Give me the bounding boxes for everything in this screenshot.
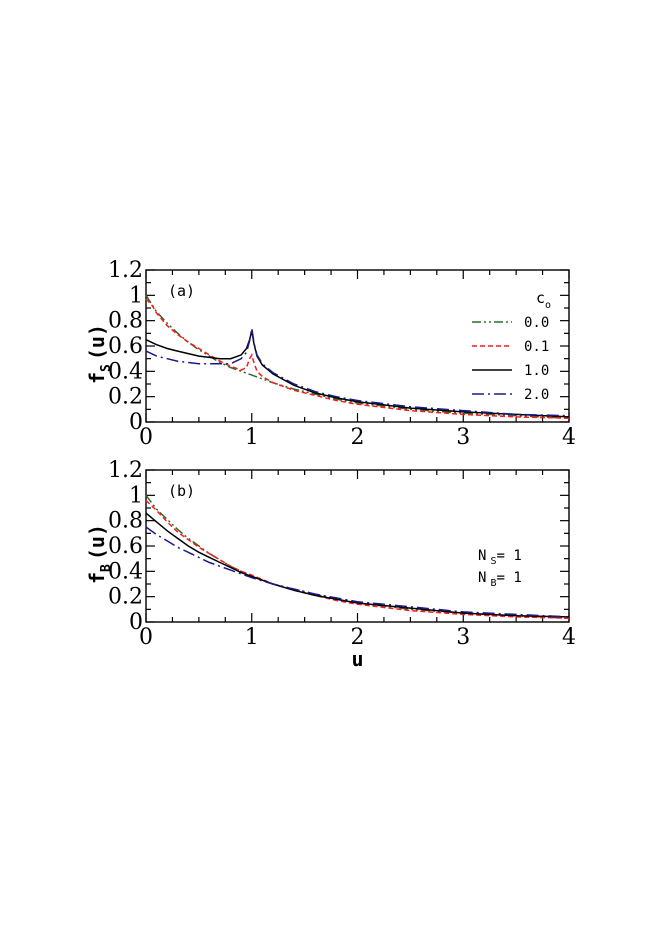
legend-title-main: c — [536, 289, 545, 307]
y-axis-label: fS (u) — [85, 324, 114, 384]
y-tick-label: 1 — [129, 483, 143, 508]
y-tick-label: 0.4 — [108, 359, 143, 384]
y-tick-label: 0.2 — [108, 385, 143, 410]
series-line-2-0 — [145, 328, 570, 417]
x-tick-label: 4 — [562, 625, 576, 650]
annotation-tail: = 1 — [496, 570, 521, 586]
legend-entry-label: 0.0 — [524, 315, 549, 331]
panel-a: 0 1 2 3 400.20.40.60.811.2fS(u)(a) co0.00.11.… — [85, 258, 576, 450]
annotation-sub: B — [490, 578, 496, 589]
x-tick-label: 2 — [351, 425, 365, 450]
y-tick-label: 0.2 — [108, 585, 143, 610]
series-line-0-1 — [145, 298, 570, 419]
legend-title-sub: o — [545, 300, 551, 311]
panel-b: 0 1 2 3 400.20.40.60.811.2fB(u)u(b)N S= 1N B= … — [85, 458, 576, 671]
x-axis-label: u — [351, 647, 363, 671]
y-axis-label: fB (u) — [85, 524, 114, 584]
x-tick-label: 1 — [245, 625, 259, 650]
y-tick-label: 0.4 — [108, 559, 143, 584]
plot-frame — [145, 469, 570, 623]
x-tick-label: 0 — [139, 425, 153, 450]
x-tick-label: 3 — [456, 625, 470, 650]
y-tick-label: 1.2 — [108, 458, 143, 483]
y-tick-label: 0 — [129, 410, 143, 435]
y-tick-label: 0.6 — [108, 534, 143, 559]
annotation-main: N — [478, 548, 486, 564]
legend: co 0.0 0.1 1.0 2.0 — [472, 289, 551, 403]
y-tick-label: 0.8 — [108, 309, 143, 334]
series-line-0-1 — [145, 499, 570, 619]
annotation-sub: S — [490, 556, 496, 567]
y-axis-label-main: f — [85, 372, 109, 384]
panel-label: (b) — [168, 482, 195, 500]
legend-entry-label: 2.0 — [524, 387, 549, 403]
y-axis-label-sub: B — [99, 564, 114, 572]
annotation-tail: = 1 — [496, 548, 521, 564]
series-line-0-0 — [145, 294, 570, 419]
series-line-1-0 — [145, 512, 570, 618]
y-axis-label-main: f — [85, 572, 109, 584]
legend-entry-label: 1.0 — [524, 363, 549, 379]
annotation-note: N B= 1 — [478, 570, 522, 589]
x-tick-label: 2 — [351, 625, 365, 650]
y-tick-label: 1 — [129, 283, 143, 308]
panel-label: (a) — [168, 282, 195, 300]
y-tick-label: 0.6 — [108, 334, 143, 359]
x-tick-label: 1 — [245, 425, 259, 450]
annotation-main: N — [478, 570, 486, 586]
annotation-note: N S= 1 — [478, 548, 522, 567]
x-tick-label: 4 — [562, 425, 576, 450]
x-tick-label: 0 — [139, 625, 153, 650]
legend-title: co — [536, 289, 551, 311]
y-tick-label: 0.8 — [108, 509, 143, 534]
legend-entry-label: 0.1 — [524, 339, 549, 355]
y-axis-label-sub: S — [99, 364, 114, 372]
y-axis-label-tail: (u) — [85, 324, 109, 360]
y-axis-label-tail: (u) — [85, 524, 109, 560]
y-tick-label: 1.2 — [108, 258, 143, 283]
series-line-2-0 — [145, 526, 570, 618]
x-tick-label: 3 — [456, 425, 470, 450]
y-tick-label: 0 — [129, 610, 143, 635]
